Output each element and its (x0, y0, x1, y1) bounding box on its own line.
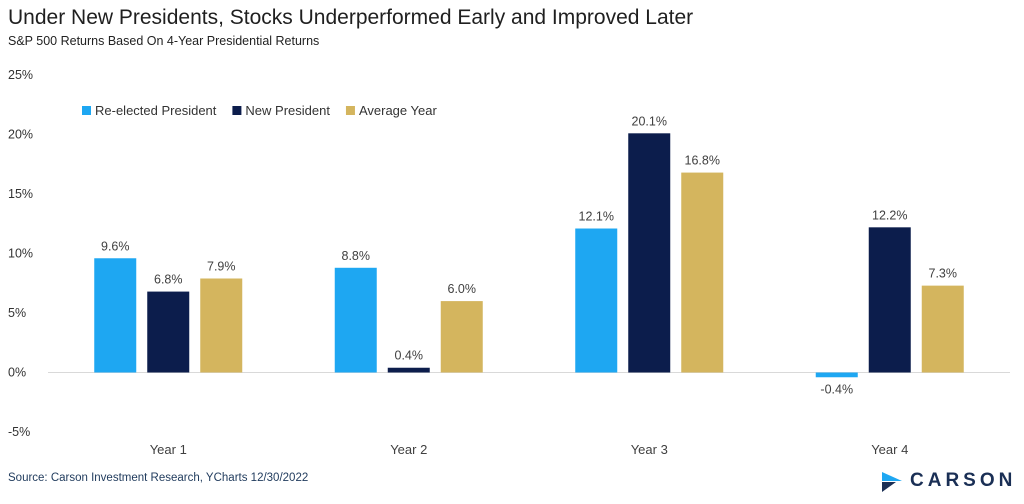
bar-re-elected-president (575, 228, 618, 373)
x-tick-label: Year 1 (150, 442, 187, 457)
x-tick-label: Year 2 (390, 442, 427, 457)
data-label: 6.8% (154, 273, 183, 287)
y-tick-label: 0% (8, 366, 26, 380)
data-label: 12.2% (872, 208, 907, 222)
legend-label: Average Year (359, 103, 437, 118)
bar-average-year (200, 278, 243, 373)
legend-label: New President (245, 103, 330, 118)
data-label: -0.4% (820, 382, 853, 396)
data-label: 16.8% (685, 154, 720, 168)
y-tick-label: 25% (8, 68, 33, 82)
data-label: 7.9% (207, 259, 236, 273)
bar-new-president (387, 367, 430, 373)
y-tick-label: 15% (8, 187, 33, 201)
y-tick-label: -5% (8, 425, 30, 439)
data-label: 20.1% (632, 114, 667, 128)
bar-average-year (921, 285, 964, 373)
data-label: 9.6% (101, 239, 130, 253)
data-label: 6.0% (448, 282, 477, 296)
y-tick-label: 20% (8, 128, 33, 142)
bar-new-president (868, 227, 911, 373)
data-label: 12.1% (579, 210, 614, 224)
carson-logo: CARSON (880, 468, 1016, 494)
source-note: Source: Carson Investment Research, YCha… (8, 472, 309, 484)
bar-re-elected-president (334, 267, 377, 373)
logo-text: CARSON (910, 470, 1017, 491)
legend-label: Re-elected President (95, 103, 217, 118)
legend-swatch (345, 106, 355, 115)
data-label: 0.4% (395, 349, 424, 363)
data-label: 8.8% (342, 249, 371, 263)
carson-logo-icon (882, 472, 902, 492)
x-tick-label: Year 4 (871, 442, 908, 457)
chart-title: Under New Presidents, Stocks Underperfor… (8, 6, 694, 29)
chart-subtitle: S&P 500 Returns Based On 4-Year Presiden… (8, 34, 320, 48)
data-label: 7.3% (929, 267, 958, 281)
x-tick-label: Year 3 (631, 442, 668, 457)
bar-average-year (440, 301, 483, 373)
legend-swatch (82, 106, 91, 115)
bar-average-year (681, 172, 724, 373)
bar-re-elected-president (94, 258, 137, 373)
y-tick-label: 5% (8, 306, 26, 320)
bar-re-elected-president (815, 372, 858, 378)
y-tick-label: 10% (8, 247, 33, 261)
legend-swatch (232, 106, 242, 115)
bar-new-president (628, 133, 671, 373)
bar-new-president (147, 291, 190, 373)
